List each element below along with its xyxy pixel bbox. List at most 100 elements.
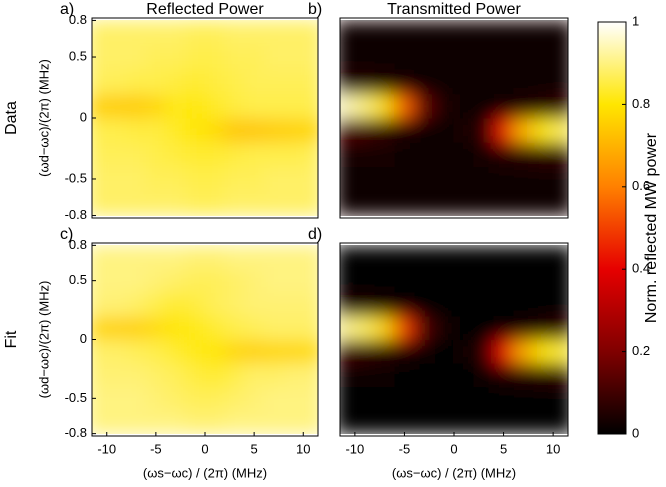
cell (126, 410, 147, 435)
cell (354, 410, 376, 435)
cell (165, 292, 186, 317)
cell (553, 44, 568, 70)
cell (414, 191, 435, 217)
cell (473, 118, 495, 143)
cell (146, 93, 167, 119)
cell (106, 245, 127, 270)
cell (224, 363, 245, 388)
cell (454, 93, 475, 119)
cells (340, 20, 568, 217)
cell (106, 191, 127, 217)
cell (454, 166, 475, 192)
cell (414, 292, 435, 317)
cell (533, 142, 554, 168)
cell (92, 315, 108, 340)
cell (473, 191, 495, 217)
cell (224, 44, 245, 70)
cell (244, 339, 265, 364)
cell (414, 245, 435, 270)
cell (106, 410, 127, 435)
cell (553, 410, 568, 435)
cell (165, 386, 186, 411)
y-axis-label: (ωd−ωc)/(2π) (MHz) (36, 59, 51, 177)
cell (354, 69, 376, 95)
cell (434, 93, 455, 119)
cell (493, 410, 514, 435)
cell (394, 20, 415, 46)
cell (205, 315, 226, 340)
y-tick-label: 0 (80, 109, 87, 124)
cell (106, 69, 127, 95)
cell (126, 118, 147, 143)
cell (513, 166, 534, 192)
cell (340, 69, 356, 95)
cell (146, 20, 167, 46)
cell (354, 245, 376, 270)
cell (374, 166, 396, 192)
colorbar (597, 21, 627, 435)
cell (414, 44, 435, 70)
cell (185, 20, 206, 46)
cell (553, 166, 568, 192)
cell (106, 386, 127, 411)
cell (340, 363, 356, 388)
cell (340, 339, 356, 364)
cell (244, 363, 265, 388)
cell (533, 339, 554, 364)
cell (414, 142, 435, 168)
cell (340, 315, 356, 340)
y-tick-label: -0.5 (65, 170, 87, 185)
colorbar-tick-label: 0.6 (632, 178, 650, 193)
cell (533, 315, 554, 340)
x-tick-label: -10 (345, 441, 364, 456)
cell (374, 44, 396, 70)
y-axis-label: (ωd−ωc)/(2π) (MHz) (36, 281, 51, 399)
cell (513, 363, 534, 388)
cell (185, 268, 206, 293)
cell (473, 93, 495, 119)
cell (533, 410, 554, 435)
x-tick-label: 0 (450, 441, 457, 456)
cell (185, 44, 206, 70)
cell (244, 268, 265, 293)
cell (434, 191, 455, 217)
cell (394, 363, 415, 388)
cell (354, 93, 376, 119)
cell (513, 245, 534, 270)
cell (513, 339, 534, 364)
cell (126, 339, 147, 364)
cell (493, 118, 514, 143)
cell (513, 292, 534, 317)
cell (533, 118, 554, 143)
cell (414, 93, 435, 119)
cell (106, 315, 127, 340)
cell (493, 142, 514, 168)
cell (394, 44, 415, 70)
cell (394, 268, 415, 293)
cell (106, 44, 127, 70)
cell (224, 118, 245, 143)
cell (354, 339, 376, 364)
cell (303, 315, 318, 340)
cell (473, 142, 495, 168)
cell (303, 363, 318, 388)
cell (263, 142, 285, 168)
cell (434, 268, 455, 293)
cell (473, 69, 495, 95)
cell (533, 268, 554, 293)
cell (414, 410, 435, 435)
cell (224, 292, 245, 317)
cell (434, 410, 455, 435)
cell (394, 93, 415, 119)
cell (513, 386, 534, 411)
cell (354, 166, 376, 192)
cell (414, 20, 435, 46)
cell (165, 20, 186, 46)
cell (454, 315, 475, 340)
cell (126, 268, 147, 293)
cell (303, 69, 318, 95)
cell (533, 386, 554, 411)
cell (454, 410, 475, 435)
panel-label: a) (60, 1, 74, 18)
cell (283, 268, 304, 293)
